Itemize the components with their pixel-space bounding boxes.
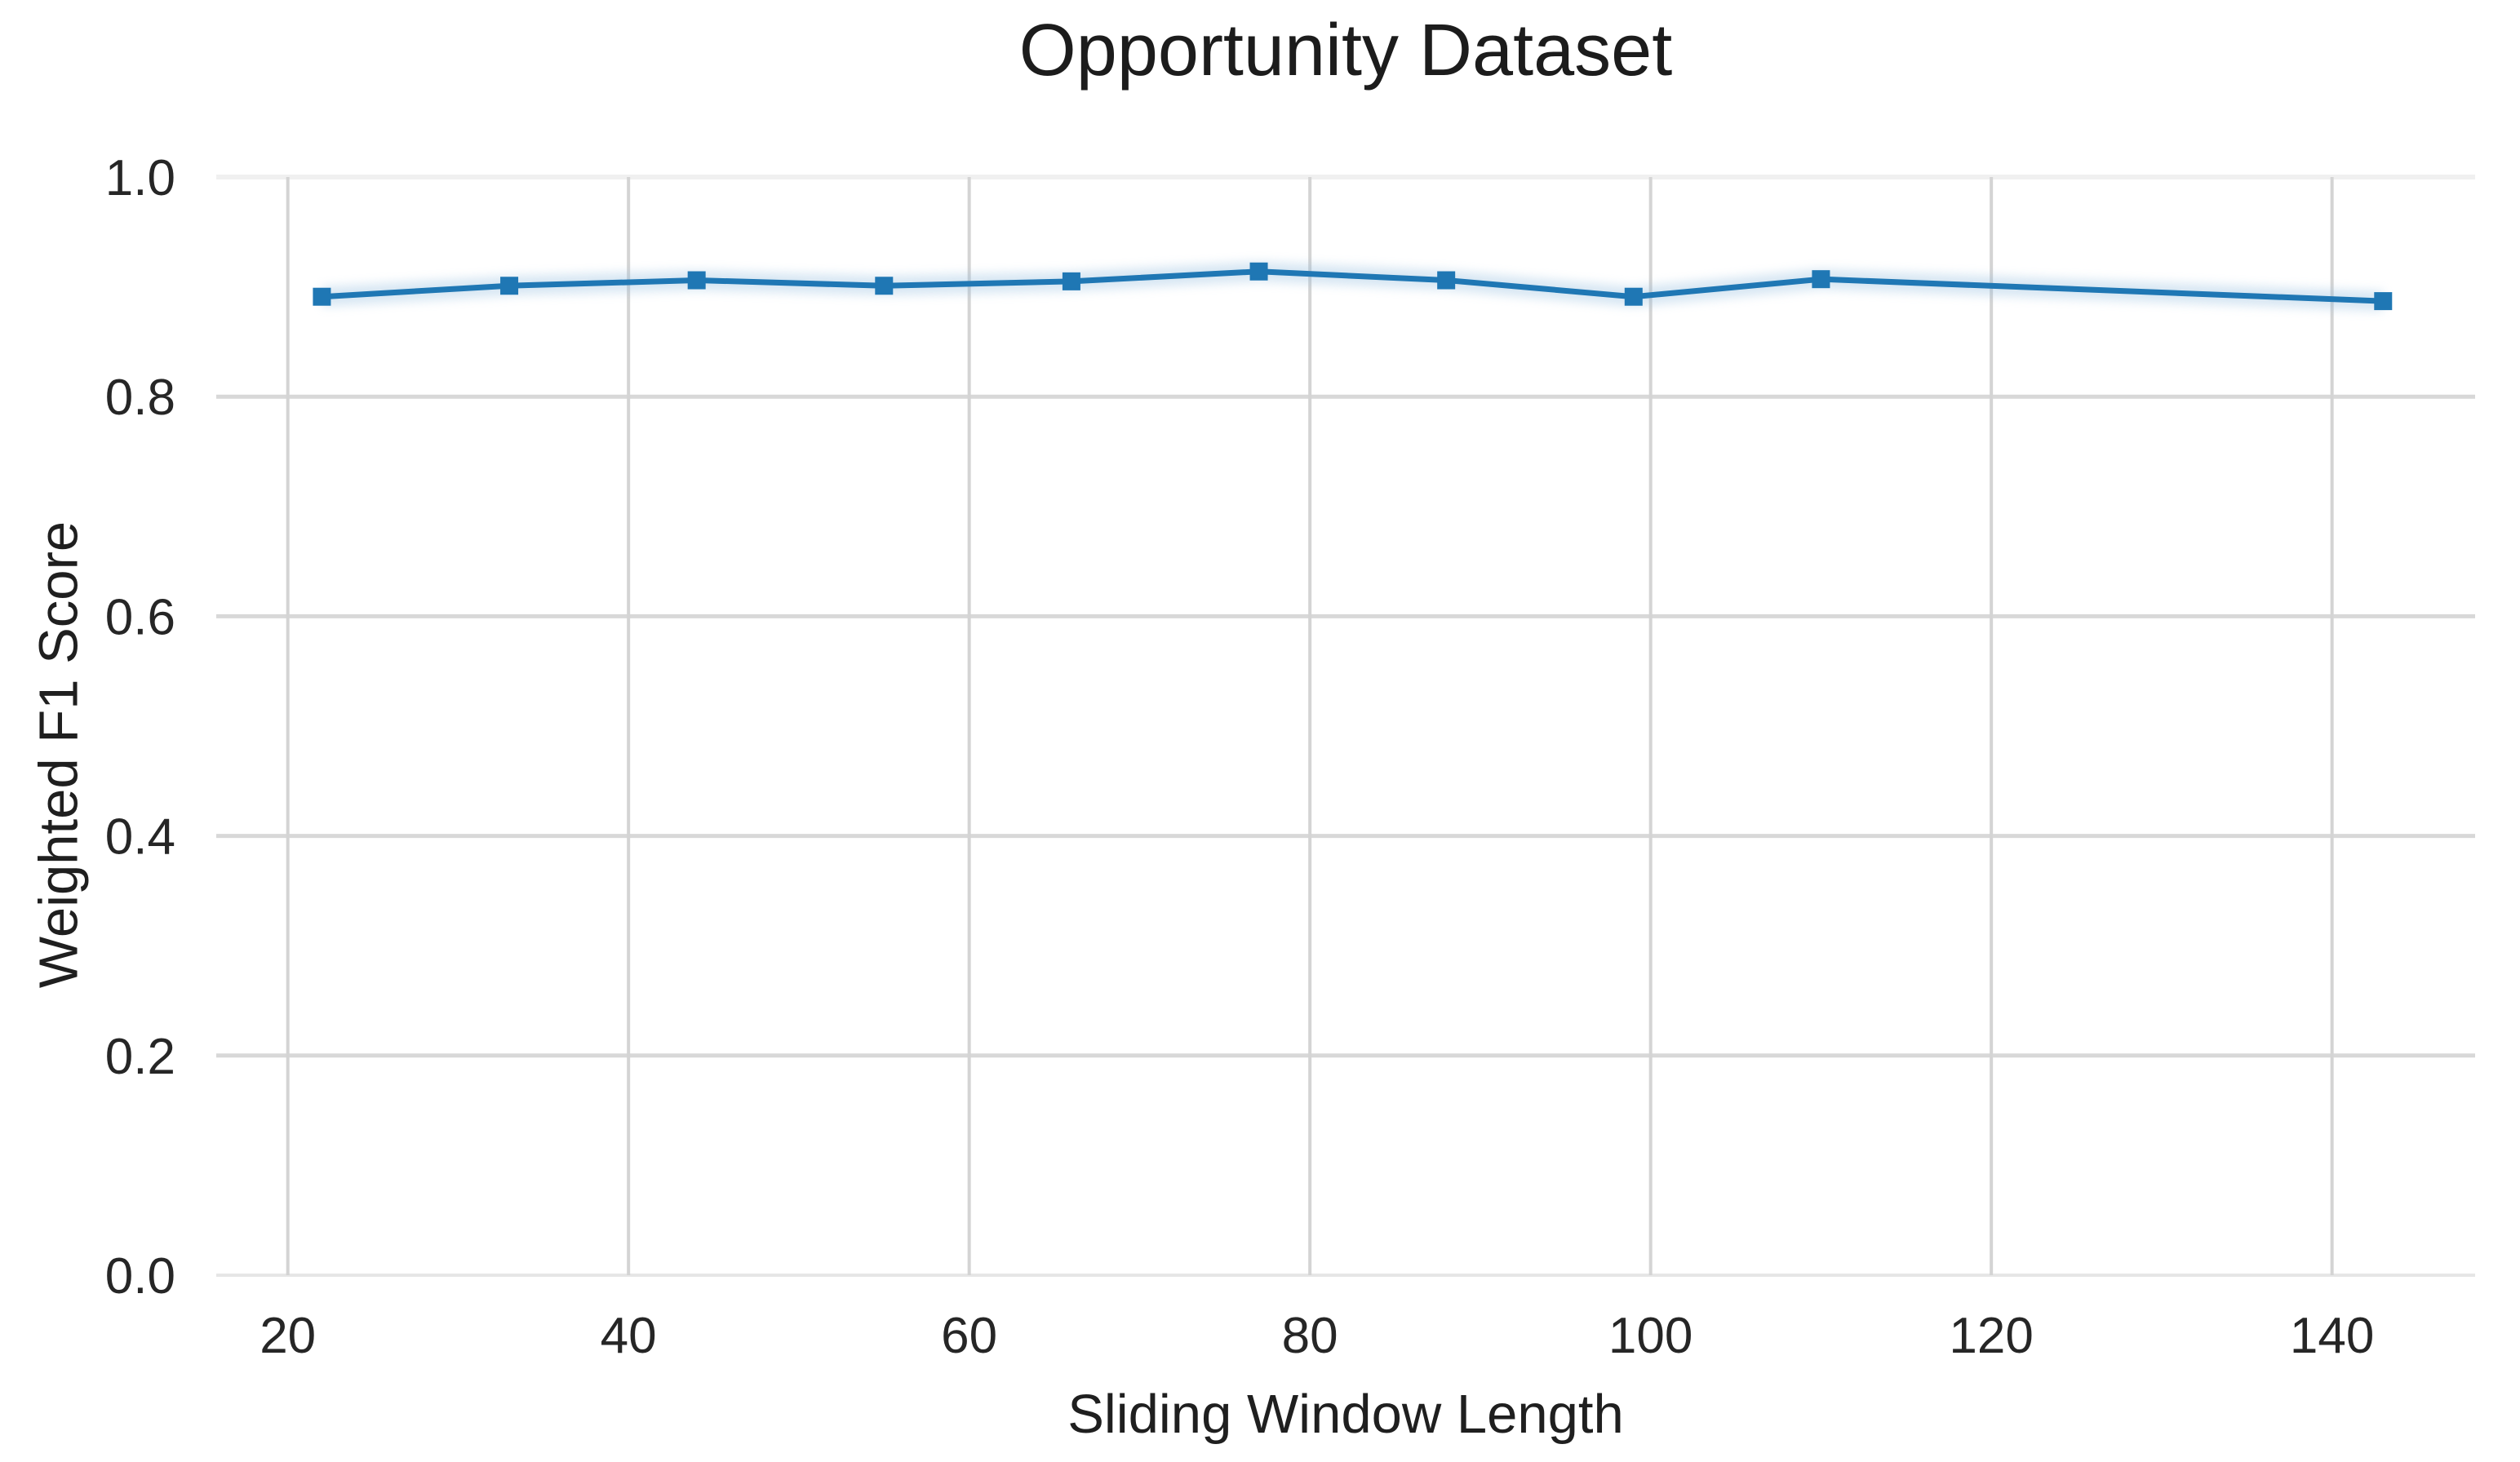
x-axis-label: Sliding Window Length [1067,1384,1624,1445]
data-point-marker [1812,270,1830,289]
data-point-marker [1249,262,1268,281]
y-tick-label-0.4: 0.4 [105,809,175,866]
x-tick-label-60: 60 [941,1308,997,1364]
y-tick-label-0.6: 0.6 [105,589,175,645]
x-tick-label-100: 100 [1608,1308,1693,1364]
data-point-marker [313,287,331,306]
grid-lines [216,175,2475,1277]
x-tick-label-120: 120 [1949,1308,2033,1364]
y-tick-label-0.2: 0.2 [105,1029,175,1085]
x-tick-label-40: 40 [601,1308,657,1364]
x-tick-label-140: 140 [2290,1308,2374,1364]
y-tick-label-1.0: 1.0 [105,150,175,206]
y-tick-label-0.0: 0.0 [105,1248,175,1305]
data-point-marker [1437,271,1456,290]
series-line [318,268,2386,304]
data-point-marker [1062,272,1080,290]
data-point-marker [1624,287,1643,306]
data-series [313,261,2393,312]
data-point-marker [2374,292,2393,311]
x-tick-label-20: 20 [260,1308,316,1364]
y-tick-label-0.8: 0.8 [105,370,175,426]
data-point-marker [875,277,894,295]
tick-labels: 20 40 60 80 100 120 140 0.0 0.2 0.4 0.6 0.8 1.0 [105,150,2375,1364]
x-tick-label-80: 80 [1282,1308,1338,1364]
data-point-marker [500,277,519,295]
chart-title: Opportunity Dataset [1018,10,1673,91]
data-point-marker [687,271,706,290]
